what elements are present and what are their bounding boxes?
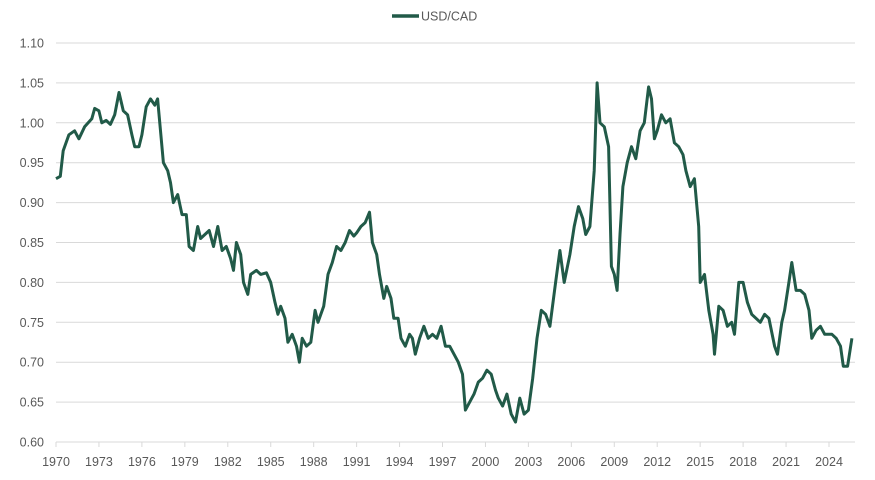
y-tick-label: 0.90 (20, 196, 44, 210)
x-tick-label: 1976 (128, 455, 156, 469)
gridlines (56, 42, 855, 443)
x-axis: 1970 1973 1976 1979 1982 1985 1988 1991 1994 1997… (42, 442, 843, 469)
x-tick-label: 1985 (257, 455, 285, 469)
x-tick-label: 1982 (214, 455, 242, 469)
series-line-usd-cad (55, 81, 854, 424)
y-tick-label: 0.85 (20, 236, 44, 250)
x-tick-label: 1991 (343, 455, 371, 469)
x-tick-label: 1970 (42, 455, 70, 469)
x-tick-label: 2012 (643, 455, 671, 469)
x-tick-label: 2009 (600, 455, 628, 469)
x-tick-label: 2000 (472, 455, 500, 469)
series-lines (55, 81, 854, 424)
x-tick-label: 2021 (772, 455, 800, 469)
legend: USD/CAD (392, 10, 477, 24)
y-tick-label: 1.00 (20, 116, 44, 130)
x-tick-label: 2006 (557, 455, 585, 469)
y-tick-label: 0.75 (20, 316, 44, 330)
x-tick-label: 1994 (386, 455, 414, 469)
x-tick-label: 1988 (300, 455, 328, 469)
y-tick-label: 0.70 (20, 356, 44, 370)
y-tick-label: 0.60 (20, 436, 44, 450)
x-tick-label: 1973 (85, 455, 113, 469)
y-axis: 0.60 0.65 0.70 0.75 0.80 0.85 0.90 0.95 1.00 1.05… (20, 37, 44, 450)
y-tick-label: 1.05 (20, 76, 44, 90)
x-tick-label: 1997 (429, 455, 457, 469)
x-tick-label: 2018 (729, 455, 757, 469)
x-tick-label: 1979 (171, 455, 199, 469)
y-tick-label: 0.80 (20, 276, 44, 290)
y-tick-label: 0.95 (20, 156, 44, 170)
x-tick-label: 2024 (815, 455, 843, 469)
y-tick-label: 1.10 (20, 37, 44, 51)
x-tick-label: 2015 (686, 455, 714, 469)
legend-label: USD/CAD (421, 10, 477, 24)
x-tick-label: 2003 (514, 455, 542, 469)
y-tick-label: 0.65 (20, 396, 44, 410)
